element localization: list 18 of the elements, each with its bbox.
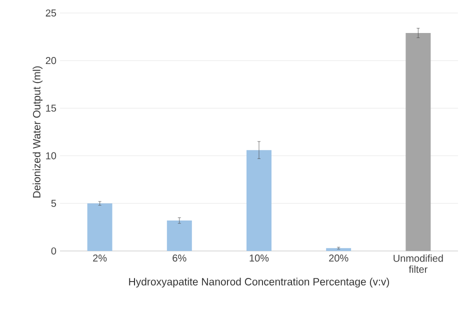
y-tick-label: 0 [51,247,56,255]
y-axis-title: Deionized Water Output (ml) [32,66,42,198]
x-axis-title: Hydroxyapatite Nanorod Concentration Percentage (v:v) [129,278,390,288]
x-tick-label: 20% [329,254,348,262]
x-tick-label: Unmodified filter [394,254,443,273]
y-tick-label: 25 [46,9,56,17]
y-tick-label: 15 [46,104,56,112]
y-tick-label: 20 [46,57,56,64]
x-tick-label: 10% [250,254,269,262]
bar [406,32,431,251]
bar [166,220,192,251]
x-tick-label: 6% [172,254,186,262]
x-tick-label: 2% [93,254,107,262]
bar [246,150,272,251]
y-tick-label: 5 [51,200,56,207]
y-tick-label: 10 [46,152,56,160]
bar [326,248,352,251]
bar [87,203,112,251]
